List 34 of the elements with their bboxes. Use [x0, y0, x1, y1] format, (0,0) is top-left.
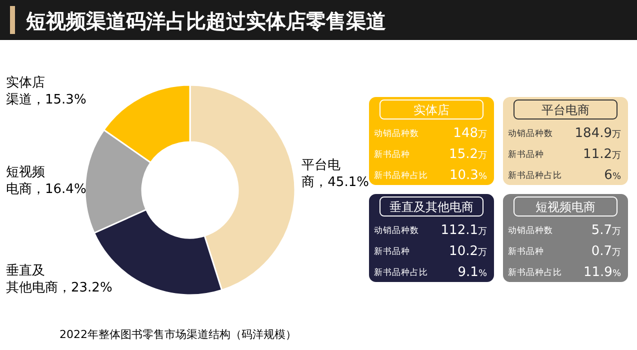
text: 11.2万 [583, 147, 621, 162]
text: 10.3% [449, 168, 487, 183]
category-label: 新书品种占比 [508, 170, 562, 181]
category-label: 新书品种占比 [508, 267, 562, 278]
slice-label: 短视频电商，16.4% [6, 164, 86, 197]
slice-label: 实体店渠道，15.3% [6, 74, 86, 108]
category-label: 新书品种 [374, 149, 410, 160]
category-label: 动销品种数 [508, 128, 553, 139]
slice-label: 垂直及其他电商，23.2% [6, 264, 112, 296]
category-label: 动销品种数 [374, 128, 419, 139]
category-label: 动销品种数 [508, 225, 553, 236]
text: 0.7万 [591, 244, 621, 259]
text: 垂直及其他电商 [390, 200, 474, 214]
category-label: 动销品种数 [374, 225, 419, 236]
category-label: 新书品种 [508, 149, 544, 160]
slice-label: 平台电商，45.1% [302, 158, 369, 190]
category-label: 新书品种 [508, 246, 544, 257]
text: 2022年整体图书零售市场渠道结构（码洋规模） [60, 328, 296, 341]
text: 11.9% [583, 265, 621, 280]
text: 10.2万 [449, 244, 487, 259]
text: 平台电商 [542, 103, 590, 117]
text: 6% [604, 168, 621, 183]
category-label: 新书品种占比 [374, 170, 428, 181]
text: 5.7万 [591, 223, 621, 238]
text: 112.1万 [440, 223, 487, 238]
text: 184.9万 [574, 126, 621, 141]
text: 9.1% [458, 265, 487, 280]
category-label: 新书品种占比 [374, 267, 428, 278]
text: 15.2万 [449, 147, 487, 162]
text: 短视频电商 [536, 200, 596, 214]
category-label: 新书品种 [374, 246, 410, 257]
chart-title: 短视频渠道码洋占比超过实体店零售渠道 [25, 9, 386, 33]
text: 实体店 [414, 103, 450, 117]
text: 148万 [453, 126, 487, 141]
